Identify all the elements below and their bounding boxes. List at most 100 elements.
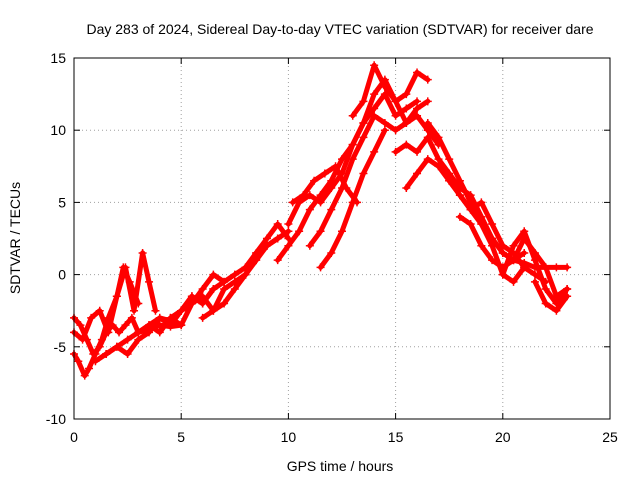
series-markers-20: [530, 277, 572, 315]
x-tick-label: 15: [388, 429, 404, 445]
data-point: [541, 285, 550, 294]
data-point: [348, 111, 357, 120]
data-point: [488, 256, 497, 265]
data-point: [327, 248, 336, 257]
data-point: [552, 263, 561, 272]
data-point: [423, 155, 432, 164]
data-point: [520, 263, 529, 272]
y-tick-label: 15: [50, 50, 66, 66]
data-point: [541, 299, 550, 308]
data-point: [127, 313, 136, 322]
data-point: [220, 285, 229, 294]
data-point: [273, 234, 282, 243]
data-point: [198, 313, 207, 322]
data-point: [95, 306, 104, 315]
data-point: [320, 169, 329, 178]
series-line-6: [200, 236, 281, 321]
series-markers-3: [70, 248, 160, 344]
data-point: [423, 97, 432, 106]
data-point: [498, 248, 507, 257]
data-point: [338, 155, 346, 164]
x-axis-label: GPS time / hours: [287, 458, 394, 474]
data-point: [413, 68, 422, 77]
series-line-13: [350, 62, 431, 119]
data-point: [348, 155, 357, 164]
data-point: [230, 270, 239, 279]
data-point: [466, 220, 475, 229]
data-point: [177, 306, 186, 315]
data-point: [134, 328, 143, 337]
data-point: [370, 147, 379, 156]
data-point: [563, 292, 572, 301]
data-point: [423, 75, 432, 84]
data-point: [370, 90, 379, 99]
data-point: [121, 321, 130, 330]
data-point: [455, 191, 464, 200]
data-point: [80, 371, 89, 380]
data-point: [413, 104, 422, 113]
data-point: [563, 285, 572, 294]
data-point: [402, 183, 411, 192]
data-point: [423, 118, 432, 127]
data-point: [121, 263, 130, 272]
y-tick-label: 10: [50, 122, 66, 138]
data-point: [477, 220, 486, 229]
data-point: [498, 270, 507, 279]
data-point: [198, 285, 207, 294]
data-point: [177, 321, 186, 330]
data-point: [445, 176, 454, 185]
data-point: [145, 277, 154, 286]
data-point: [391, 147, 400, 156]
data-point: [97, 335, 106, 344]
data-point: [402, 118, 411, 127]
data-point: [288, 198, 297, 207]
data-point: [284, 241, 293, 250]
data-point: [209, 270, 218, 279]
data-point: [273, 256, 282, 265]
data-point: [123, 335, 132, 344]
data-point: [316, 263, 325, 272]
data-point: [413, 111, 422, 120]
data-point: [305, 241, 314, 250]
data-point: [241, 270, 250, 279]
data-point: [74, 357, 83, 366]
y-tick-label: 5: [58, 194, 66, 210]
data-point: [477, 198, 486, 207]
data-point: [520, 227, 529, 236]
series-line-9: [285, 77, 431, 227]
data-point: [305, 205, 314, 214]
data-point: [359, 97, 368, 106]
plot-frame: [73, 57, 611, 420]
data-point: [284, 220, 293, 229]
data-point: [316, 227, 325, 236]
data-point: [509, 241, 518, 250]
data-point: [91, 357, 100, 366]
data-point: [477, 241, 486, 250]
data-point: [488, 241, 497, 250]
data-point: [402, 140, 411, 149]
data-point: [230, 285, 239, 294]
data-point: [252, 248, 261, 257]
series-line-20: [532, 279, 570, 314]
data-point: [488, 220, 497, 229]
data-point: [187, 299, 196, 308]
data-point: [402, 90, 411, 99]
data-point: [455, 212, 464, 221]
data-point: [104, 328, 113, 337]
data-point: [380, 82, 389, 91]
series-line-16: [425, 120, 527, 285]
data-point: [434, 133, 443, 142]
data-point: [423, 133, 432, 142]
data-point: [331, 162, 340, 171]
data-point: [138, 248, 147, 257]
data-point: [198, 299, 207, 308]
data-point: [391, 97, 400, 106]
data-point: [145, 321, 154, 330]
data-point: [413, 97, 422, 106]
data-point: [155, 328, 164, 337]
data-point: [112, 342, 121, 351]
data-point: [299, 191, 308, 200]
data-point: [134, 335, 143, 344]
data-point: [552, 306, 561, 315]
data-point: [530, 270, 539, 279]
